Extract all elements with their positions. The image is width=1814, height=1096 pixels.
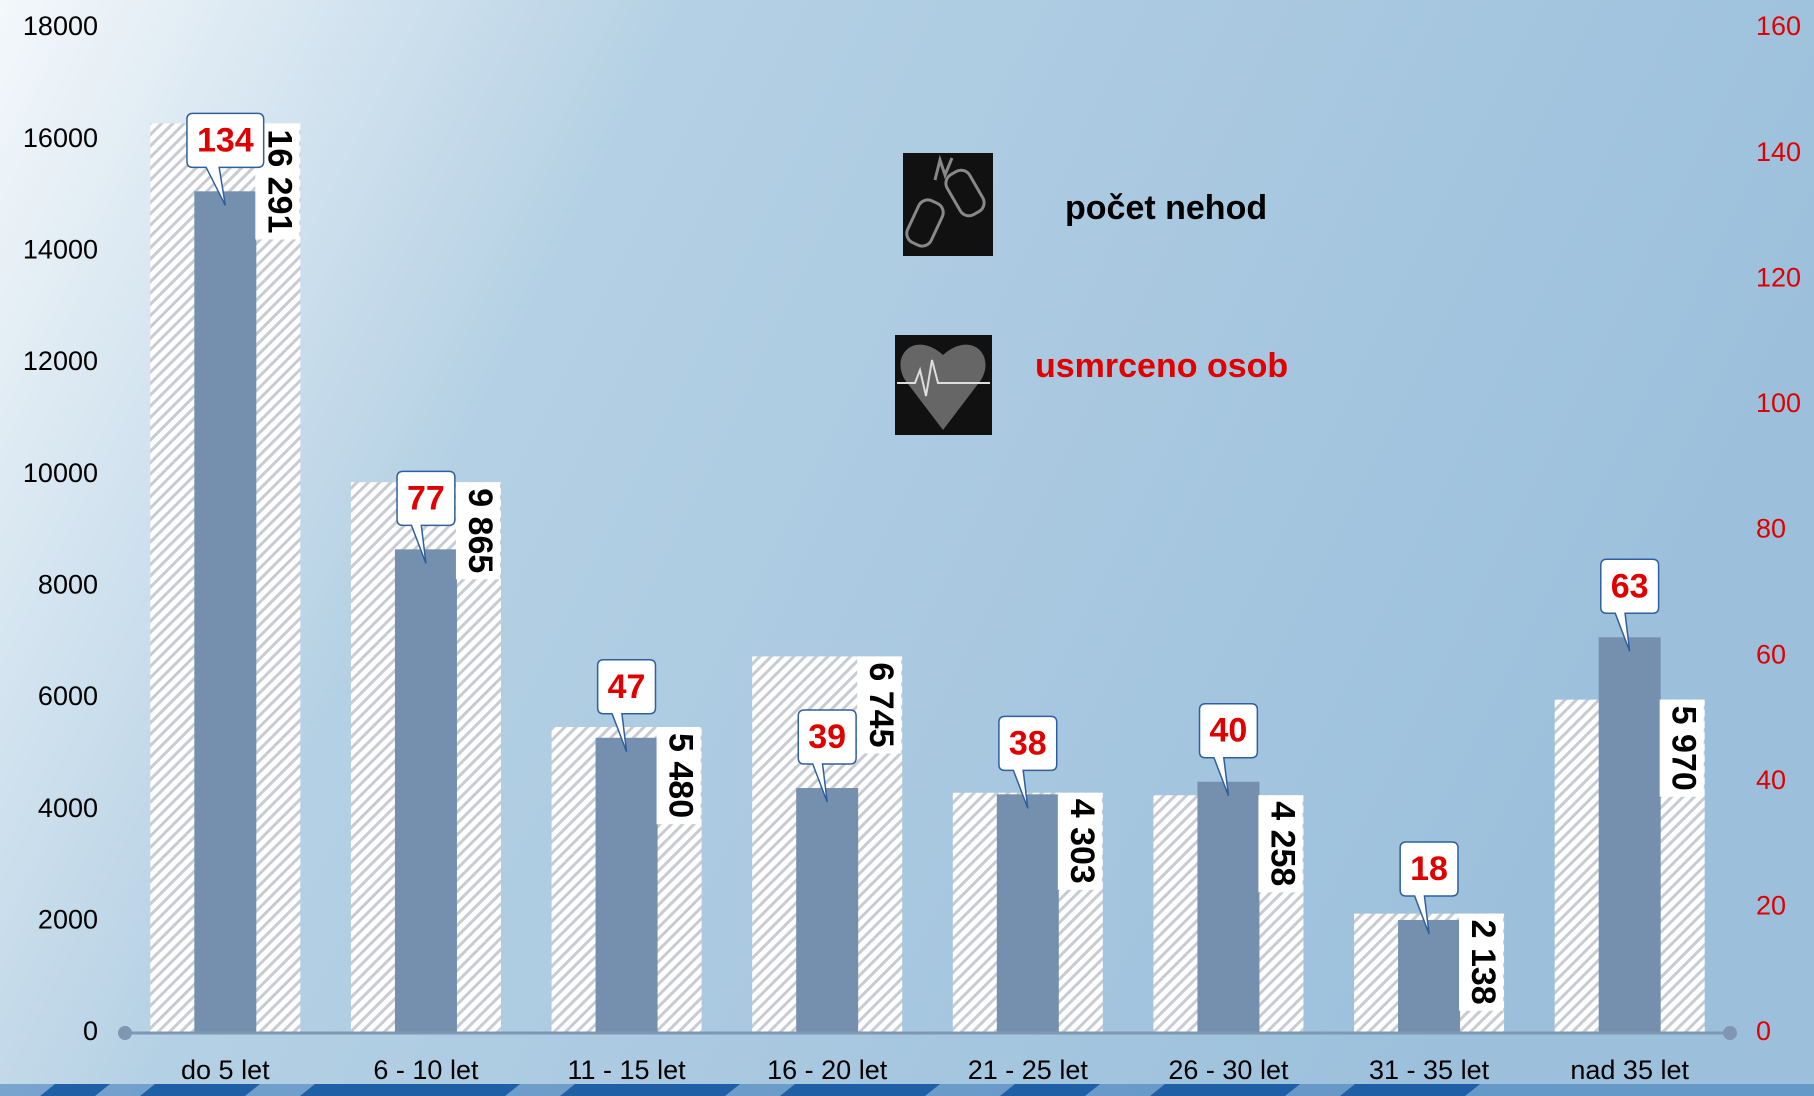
value-label: 77 (407, 479, 445, 517)
value-label: 5 970 (1665, 706, 1703, 791)
y-tick-label: 18000 (23, 11, 98, 41)
y2-tick-label: 40 (1756, 765, 1786, 795)
y-tick-label: 16000 (23, 123, 98, 153)
x-tick-label: 11 - 15 let (568, 1055, 687, 1085)
y2-tick-label: 0 (1756, 1016, 1771, 1046)
legend-icon-pulse (897, 359, 990, 397)
y-tick-label: 8000 (38, 569, 98, 599)
y2-tick-label: 120 (1756, 262, 1801, 292)
value-label-box (1057, 792, 1102, 890)
value-label-box (857, 656, 902, 754)
x-tick-label: 26 - 30 let (1168, 1055, 1289, 1085)
x-tick-label: 16 - 20 let (767, 1055, 888, 1085)
axis-end (1723, 1026, 1737, 1040)
y-tick-label: 6000 (38, 681, 98, 711)
value-label-box (1459, 913, 1504, 1011)
value-label: 38 (1009, 724, 1047, 762)
x-tick-label: nad 35 let (1570, 1055, 1689, 1085)
legend-label: usmrceno osob (1035, 347, 1288, 385)
value-label-box (455, 482, 500, 580)
value-label: 6 745 (862, 662, 900, 747)
x-tick-label: 6 - 10 let (373, 1055, 479, 1085)
value-label: 39 (808, 718, 846, 756)
y-tick-label: 0 (83, 1016, 98, 1046)
value-label: 134 (197, 121, 254, 159)
bar (996, 794, 1059, 1033)
legend-icon-heart-shape (900, 344, 986, 430)
value-label: 47 (608, 668, 646, 706)
value-label: 40 (1210, 712, 1248, 750)
y2-tick-label: 20 (1756, 891, 1786, 921)
value-callout: 47 (596, 659, 657, 753)
value-callout: 39 (797, 709, 857, 803)
value-callout: 18 (1399, 841, 1459, 935)
value-callout: 134 (186, 112, 265, 206)
value-callout-box (1399, 841, 1459, 935)
x-tick-label: 31 - 35 let (1369, 1055, 1490, 1085)
value-label-box (656, 727, 701, 825)
y-tick-label: 12000 (23, 346, 98, 376)
value-label: 9 865 (461, 488, 499, 573)
value-callout-box (1198, 703, 1259, 797)
value-label: 4 258 (1263, 801, 1301, 886)
value-callout: 63 (1600, 558, 1660, 652)
y2-tick-label: 80 (1756, 514, 1786, 544)
bar (1598, 637, 1661, 1033)
y-tick-label: 2000 (38, 904, 98, 934)
value-callout: 77 (396, 470, 456, 564)
value-callout-box (998, 715, 1058, 809)
value-callout-box (186, 112, 265, 206)
value-label: 18 (1410, 850, 1448, 888)
x-tick-label: do 5 let (181, 1055, 270, 1085)
bar (595, 737, 658, 1033)
value-callout: 38 (998, 715, 1058, 809)
legend-label: počet nehod (1065, 189, 1267, 227)
value-label-box (1659, 699, 1704, 797)
axis-end (118, 1026, 132, 1040)
y2-tick-label: 160 (1756, 11, 1801, 41)
x-tick-label: 21 - 25 let (968, 1055, 1089, 1085)
y-tick-label: 4000 (38, 793, 98, 823)
bar (1398, 919, 1461, 1033)
bar (796, 788, 859, 1033)
y2-tick-label: 60 (1756, 639, 1786, 669)
legend-icon-crash-cars (905, 154, 986, 248)
y2-tick-label: 100 (1756, 388, 1801, 418)
value-callout-box (797, 709, 857, 803)
bottom-stripes (0, 1084, 1814, 1096)
value-label: 63 (1611, 567, 1649, 605)
value-label: 5 480 (662, 733, 700, 818)
value-label: 2 138 (1464, 920, 1502, 1005)
value-callout-box (1600, 558, 1660, 652)
y2-tick-label: 140 (1756, 137, 1801, 167)
y-tick-label: 14000 (23, 234, 98, 264)
value-callout-box (596, 659, 657, 753)
bar (194, 191, 257, 1033)
value-label: 16 291 (260, 129, 298, 233)
value-callout-box (396, 470, 456, 564)
legend: počet nehod usmrceno osob (895, 153, 1288, 435)
bar (1197, 781, 1260, 1033)
y-tick-label: 10000 (23, 458, 98, 488)
value-callout: 40 (1198, 703, 1259, 797)
value-label: 4 303 (1063, 799, 1101, 884)
bar (394, 549, 457, 1033)
value-label-box (1258, 795, 1303, 893)
